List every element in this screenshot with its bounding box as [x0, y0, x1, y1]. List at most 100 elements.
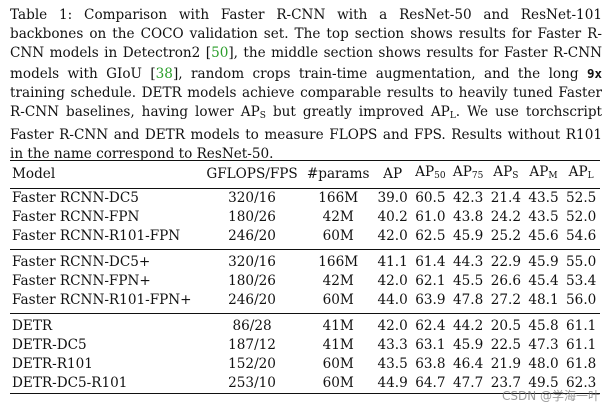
model-name-cell: DETR-DC5-R101 [10, 374, 202, 394]
metric-cell: 60M [322, 356, 354, 372]
model-name-cell: DETR-R101 [12, 356, 93, 372]
table-row: Faster RCNN-R101-FPN 246/20 60M 42.0 62.5 45.… [10, 227, 600, 250]
metric-cell: 43.5 [377, 356, 408, 372]
metric-cell: 44.2 [449, 313, 488, 336]
table-row: Faster RCNN-FPN+ 180/26 42M 42.0 62.1 45.5 26.… [10, 272, 600, 291]
metric-cell: 20.5 [487, 313, 525, 336]
metric-cell: 152/20 [228, 356, 276, 372]
header-ap50: AP50 [411, 160, 450, 189]
metric-cell: 54.6 [566, 228, 597, 244]
metric-cell: 46.4 [453, 356, 484, 372]
metric-cell: 48.1 [528, 292, 559, 308]
citation-link-50[interactable]: 50 [211, 45, 229, 62]
metric-cell: 45.9 [453, 337, 484, 353]
table-row: Faster RCNN-DC5+ 320/16 166M 41.1 61.4 44.3 22… [10, 249, 600, 272]
metric-cell: 49.5 [524, 374, 563, 394]
metric-cell: 60M [302, 374, 374, 394]
caption-subscript-s: S [259, 111, 266, 122]
metric-cell: 60M [322, 292, 354, 308]
table-row: DETR-R101 152/20 60M 43.5 63.8 46.4 21.9 48.0 61… [10, 355, 600, 374]
metric-cell: 62.4 [411, 313, 450, 336]
metric-cell: 63.1 [415, 337, 446, 353]
metric-cell: 22.9 [487, 249, 525, 272]
header-model: Model [10, 160, 202, 189]
citation-link-38[interactable]: 38 [155, 65, 173, 82]
header-apl: APL [562, 160, 600, 189]
model-name-cell: DETR-DC5 [12, 337, 87, 353]
metric-cell: 56.0 [566, 292, 597, 308]
metric-cell: 44.0 [377, 292, 408, 308]
metric-cell: 62.3 [562, 374, 600, 394]
metric-cell: 25.2 [490, 228, 521, 244]
table-row: DETR-DC5 187/12 41M 43.3 63.1 45.9 22.5 47.3 61.… [10, 336, 600, 355]
metric-cell: 61.1 [562, 313, 600, 336]
model-name-cell: Faster RCNN-DC5 [12, 190, 139, 206]
caption-text-5: but greatly improved AP [265, 104, 450, 121]
table-row: Faster RCNN-R101-FPN+ 246/20 60M 44.0 63.9 47… [10, 291, 600, 314]
metric-cell: 27.2 [490, 292, 521, 308]
metric-cell: 45.5 [453, 273, 484, 289]
metric-cell: 253/10 [201, 374, 303, 394]
metric-cell: 42.0 [373, 313, 412, 336]
metric-cell: 43.5 [528, 190, 559, 206]
metric-cell: 166M [318, 190, 359, 206]
metric-cell: 22.5 [490, 337, 521, 353]
metric-cell: 166M [302, 249, 374, 272]
caption-subscript-l: L [449, 111, 456, 122]
metric-cell: 43.3 [377, 337, 408, 353]
table-row: DETR-DC5-R101 253/10 60M 44.9 64.7 47.7 23.7 49… [10, 374, 600, 394]
table-row: Faster RCNN-DC5 320/16 166M 39.0 60.5 42.3 21.… [10, 189, 600, 209]
metric-cell: 63.8 [415, 356, 446, 372]
metric-cell: 24.2 [490, 209, 521, 225]
header-apm: APM [524, 160, 563, 189]
metric-cell: 45.4 [528, 273, 559, 289]
metric-cell: 44.3 [449, 249, 488, 272]
watermark: CSDN @学海一叶 [501, 389, 600, 403]
table-caption: Table 1: Comparison with Faster R-CNN wi… [10, 6, 602, 165]
metric-cell: 21.9 [490, 356, 521, 372]
metric-cell: 64.7 [411, 374, 450, 394]
metric-cell: 44.9 [373, 374, 412, 394]
caption-text-2: ], the middle section shows results for … [10, 45, 602, 82]
model-name-cell: Faster RCNN-R101-FPN [12, 228, 181, 244]
metric-cell: 61.4 [411, 249, 450, 272]
metric-cell: 45.6 [528, 228, 559, 244]
metric-cell: 40.2 [377, 209, 408, 225]
caption-text-6: . We use torchscript Faster R-CNN and DE… [10, 104, 602, 163]
metric-cell: 187/12 [228, 337, 276, 353]
header-ap: AP [373, 160, 412, 189]
metric-cell: 48.0 [528, 356, 559, 372]
metric-cell: 41M [302, 313, 374, 336]
metric-cell: 45.9 [453, 228, 484, 244]
metric-cell: 320/16 [228, 190, 276, 206]
metric-cell: 41.1 [373, 249, 412, 272]
table-header-row: Model GFLOPS/FPS #params AP AP50 AP75 AP… [10, 160, 600, 189]
metric-cell: 246/20 [228, 292, 276, 308]
header-params: #params [302, 160, 374, 189]
header-gflops-fps: GFLOPS/FPS [201, 160, 303, 189]
metric-cell: 45.8 [524, 313, 563, 336]
model-name-cell: Faster RCNN-FPN [12, 209, 140, 225]
model-name-cell: Faster RCNN-FPN+ [12, 273, 151, 289]
metric-cell: 61.8 [566, 356, 597, 372]
metric-cell: 63.9 [415, 292, 446, 308]
metric-cell: 47.8 [453, 292, 484, 308]
caption-code-9x: 9x [586, 65, 602, 81]
metric-cell: 246/20 [228, 228, 276, 244]
metric-cell: 62.1 [415, 273, 446, 289]
metric-cell: 43.5 [528, 209, 559, 225]
metric-cell: 60.5 [415, 190, 446, 206]
metric-cell: 62.5 [415, 228, 446, 244]
header-ap75: AP75 [449, 160, 488, 189]
caption-text-1: Table 1: Comparison with Faster R-CNN wi… [10, 7, 602, 62]
metric-cell: 21.4 [490, 190, 521, 206]
metric-cell: 61.0 [415, 209, 446, 225]
metric-cell: 42.0 [377, 273, 408, 289]
metric-cell: 47.7 [449, 374, 488, 394]
metric-cell: 43.8 [453, 209, 484, 225]
metric-cell: 26.6 [490, 273, 521, 289]
metric-cell: 42.3 [453, 190, 484, 206]
table-row: Faster RCNN-FPN 180/26 42M 40.2 61.0 43.8 24.2… [10, 208, 600, 227]
metric-cell: 320/16 [201, 249, 303, 272]
metric-cell: 23.7 [487, 374, 525, 394]
